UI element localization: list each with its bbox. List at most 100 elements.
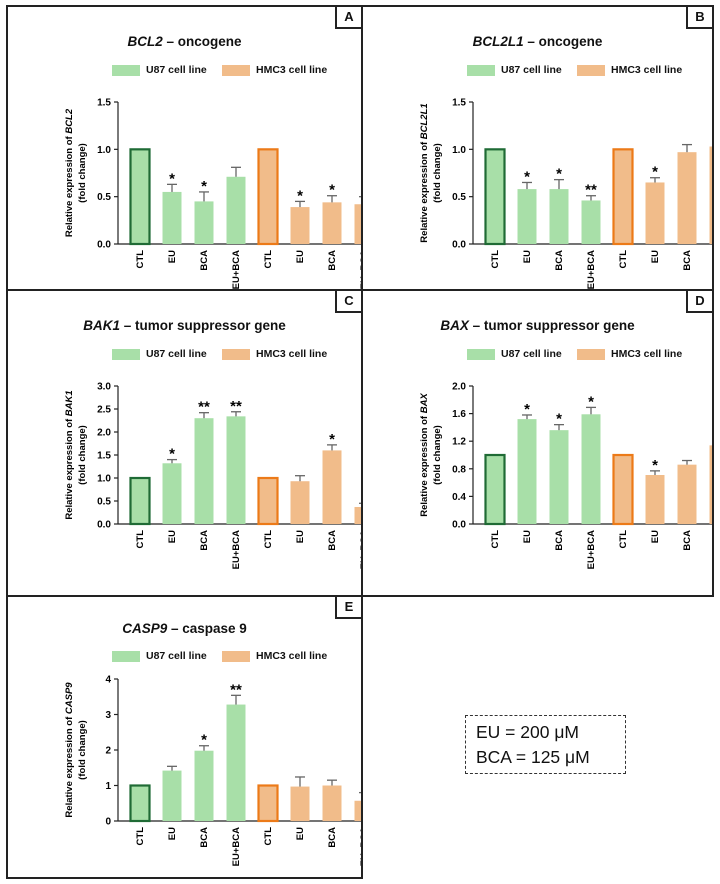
significance-mark-c: * [169, 446, 175, 463]
y-tick-label-c: 2.5 [97, 405, 111, 416]
legend-label-u87: U87 cell line [146, 650, 207, 662]
legend-label-u87: U87 cell line [146, 64, 207, 76]
title-description-d: – tumor suppressor gene [468, 318, 635, 333]
legend-c: U87 cell line HMC3 cell line [8, 347, 361, 363]
significance-mark-a: * [169, 170, 175, 187]
x-tick-label-c: CTL [263, 530, 274, 549]
x-tick-label-b: CTL [618, 250, 629, 269]
y-axis-label-unit-d: (fold change) [432, 425, 443, 485]
legend-label-hmc3: HMC3 cell line [611, 348, 683, 360]
panel-E: E CASP9 – caspase 9 U87 cell line HMC3 cell… [6, 595, 363, 879]
bar-e-hmc3-eu-bca [354, 800, 361, 821]
concentration-note: EU = 200 μM BCA = 125 μM [465, 715, 626, 774]
chart-plot-d: 0.0 0.4 0.8 1.2 1.6 2.0 Relative expression of… [419, 382, 712, 569]
chart-title-c: BAK1 – tumor suppressor gene [8, 318, 361, 333]
bar-d-u87-bca [549, 430, 569, 524]
y-tick-label-a: 0.0 [97, 240, 111, 251]
legend-swatch-hmc3 [577, 349, 605, 360]
title-gene-a: BCL2 [127, 34, 163, 49]
chart-plot-a: 0.0 0.5 1.0 1.5 Relative expression of BCL2(… [64, 98, 361, 289]
legend-a: U87 cell line HMC3 cell line [8, 63, 361, 79]
y-axis-label-prefix: Relative expression of [64, 134, 75, 237]
x-tick-label-c: BCA [199, 530, 210, 551]
title-gene-c: BAK1 [83, 318, 120, 333]
y-tick-label-d: 0.4 [452, 492, 466, 503]
y-axis-label-unit-b: (fold change) [432, 143, 443, 203]
y-tick-label-b: 0.0 [452, 240, 466, 251]
y-axis-label-prefix: Relative expression of [64, 416, 75, 519]
bar-d-u87-ctl [484, 453, 506, 526]
legend-label-hmc3: HMC3 cell line [256, 64, 328, 76]
x-tick-label-a: CTL [263, 250, 274, 269]
bar-c-u87-eu-bca [226, 416, 246, 524]
x-tick-label-c: EU+BCA [231, 530, 242, 569]
x-tick-label-e: CTL [263, 827, 274, 846]
note-eu-concentration: EU = 200 μM [476, 722, 579, 742]
y-tick-label-a: 1.0 [97, 145, 111, 156]
x-tick-label-b: EU+BCA [586, 250, 597, 289]
bar-b-u87-eu [517, 189, 537, 244]
legend-swatch-u87 [112, 349, 140, 360]
legend-label-u87: U87 cell line [501, 348, 562, 360]
panel-C: C BAK1 – tumor suppressor gene U87 cell li… [6, 289, 363, 597]
y-axis-label-d: Relative expression of BAX [419, 393, 430, 517]
bar-e-hmc3-ctl [257, 784, 279, 823]
bar-c-u87-eu [162, 463, 182, 524]
y-tick-label-b: 1.5 [452, 98, 466, 109]
panel-B: B BCL2L1 – oncogene U87 cell line HMC3 cell… [361, 5, 714, 291]
panel-A: A BCL2 – oncogene U87 cell line HMC3 cell l… [6, 5, 363, 291]
x-tick-label-a: EU+BCA [359, 250, 361, 289]
y-tick-label-c: 0.5 [97, 497, 111, 508]
x-tick-label-c: CTL [135, 530, 146, 549]
x-tick-label-b: BCA [554, 250, 565, 271]
y-tick-label-a: 1.5 [97, 98, 111, 109]
x-tick-label-b: BCA [682, 250, 693, 271]
y-tick-label-d: 1.6 [452, 409, 466, 420]
x-tick-label-a: EU [167, 250, 178, 263]
y-axis-label-a: Relative expression of BCL2 [64, 108, 75, 237]
chart-title-b: BCL2L1 – oncogene [363, 34, 712, 49]
bar-e-u87-ctl [129, 784, 151, 823]
bar-b-hmc3-bca [677, 152, 697, 244]
y-axis-label-gene: BCL2 [64, 108, 75, 134]
y-axis-label-gene: BCL2L1 [419, 103, 430, 139]
significance-mark-c: ** [198, 399, 210, 416]
y-axis-label-prefix: Relative expression of [419, 139, 430, 242]
chart-title-d: BAX – tumor suppressor gene [363, 318, 712, 333]
legend-label-hmc3: HMC3 cell line [256, 348, 328, 360]
bar-b-hmc3-ctl [612, 148, 634, 246]
y-axis-label-b: Relative expression of BCL2L1 [419, 103, 430, 242]
legend-swatch-u87 [112, 65, 140, 76]
title-gene-d: BAX [440, 318, 469, 333]
bar-a-hmc3-eu-bca [354, 204, 361, 244]
x-tick-label-a: BCA [327, 250, 338, 271]
bar-c-u87-ctl [129, 476, 151, 526]
y-axis-label-c: Relative expression of BAK1 [64, 390, 75, 519]
legend-label-u87: U87 cell line [146, 348, 207, 360]
legend-label-u87: U87 cell line [501, 64, 562, 76]
bar-a-u87-ctl [129, 148, 151, 246]
bar-c-hmc3-ctl [257, 476, 279, 526]
significance-mark-b: * [652, 164, 658, 181]
x-tick-label-e: BCA [199, 827, 210, 848]
x-tick-label-d: EU [522, 530, 533, 543]
x-tick-label-d: EU [650, 530, 661, 543]
panel-label-b: B [686, 5, 714, 29]
legend-swatch-hmc3 [222, 65, 250, 76]
x-tick-label-b: EU [650, 250, 661, 263]
significance-mark-d: * [524, 401, 530, 418]
x-tick-label-e: EU+BCA [231, 827, 242, 866]
y-axis-label-unit-c: (fold change) [77, 425, 88, 485]
bar-e-u87-eu [162, 770, 182, 821]
y-axis-label-prefix: Relative expression of [419, 413, 430, 516]
significance-mark-c: ** [230, 398, 242, 415]
y-tick-label-e: 2 [105, 746, 111, 757]
x-tick-label-e: CTL [135, 827, 146, 846]
title-description-a: – oncogene [162, 34, 242, 49]
bar-a-u87-bca [194, 201, 214, 244]
x-tick-label-a: EU+BCA [231, 250, 242, 289]
x-tick-label-e: EU [295, 827, 306, 840]
y-tick-label-d: 1.2 [452, 437, 466, 448]
significance-mark-e: * [201, 732, 207, 749]
title-description-b: – oncogene [523, 34, 603, 49]
